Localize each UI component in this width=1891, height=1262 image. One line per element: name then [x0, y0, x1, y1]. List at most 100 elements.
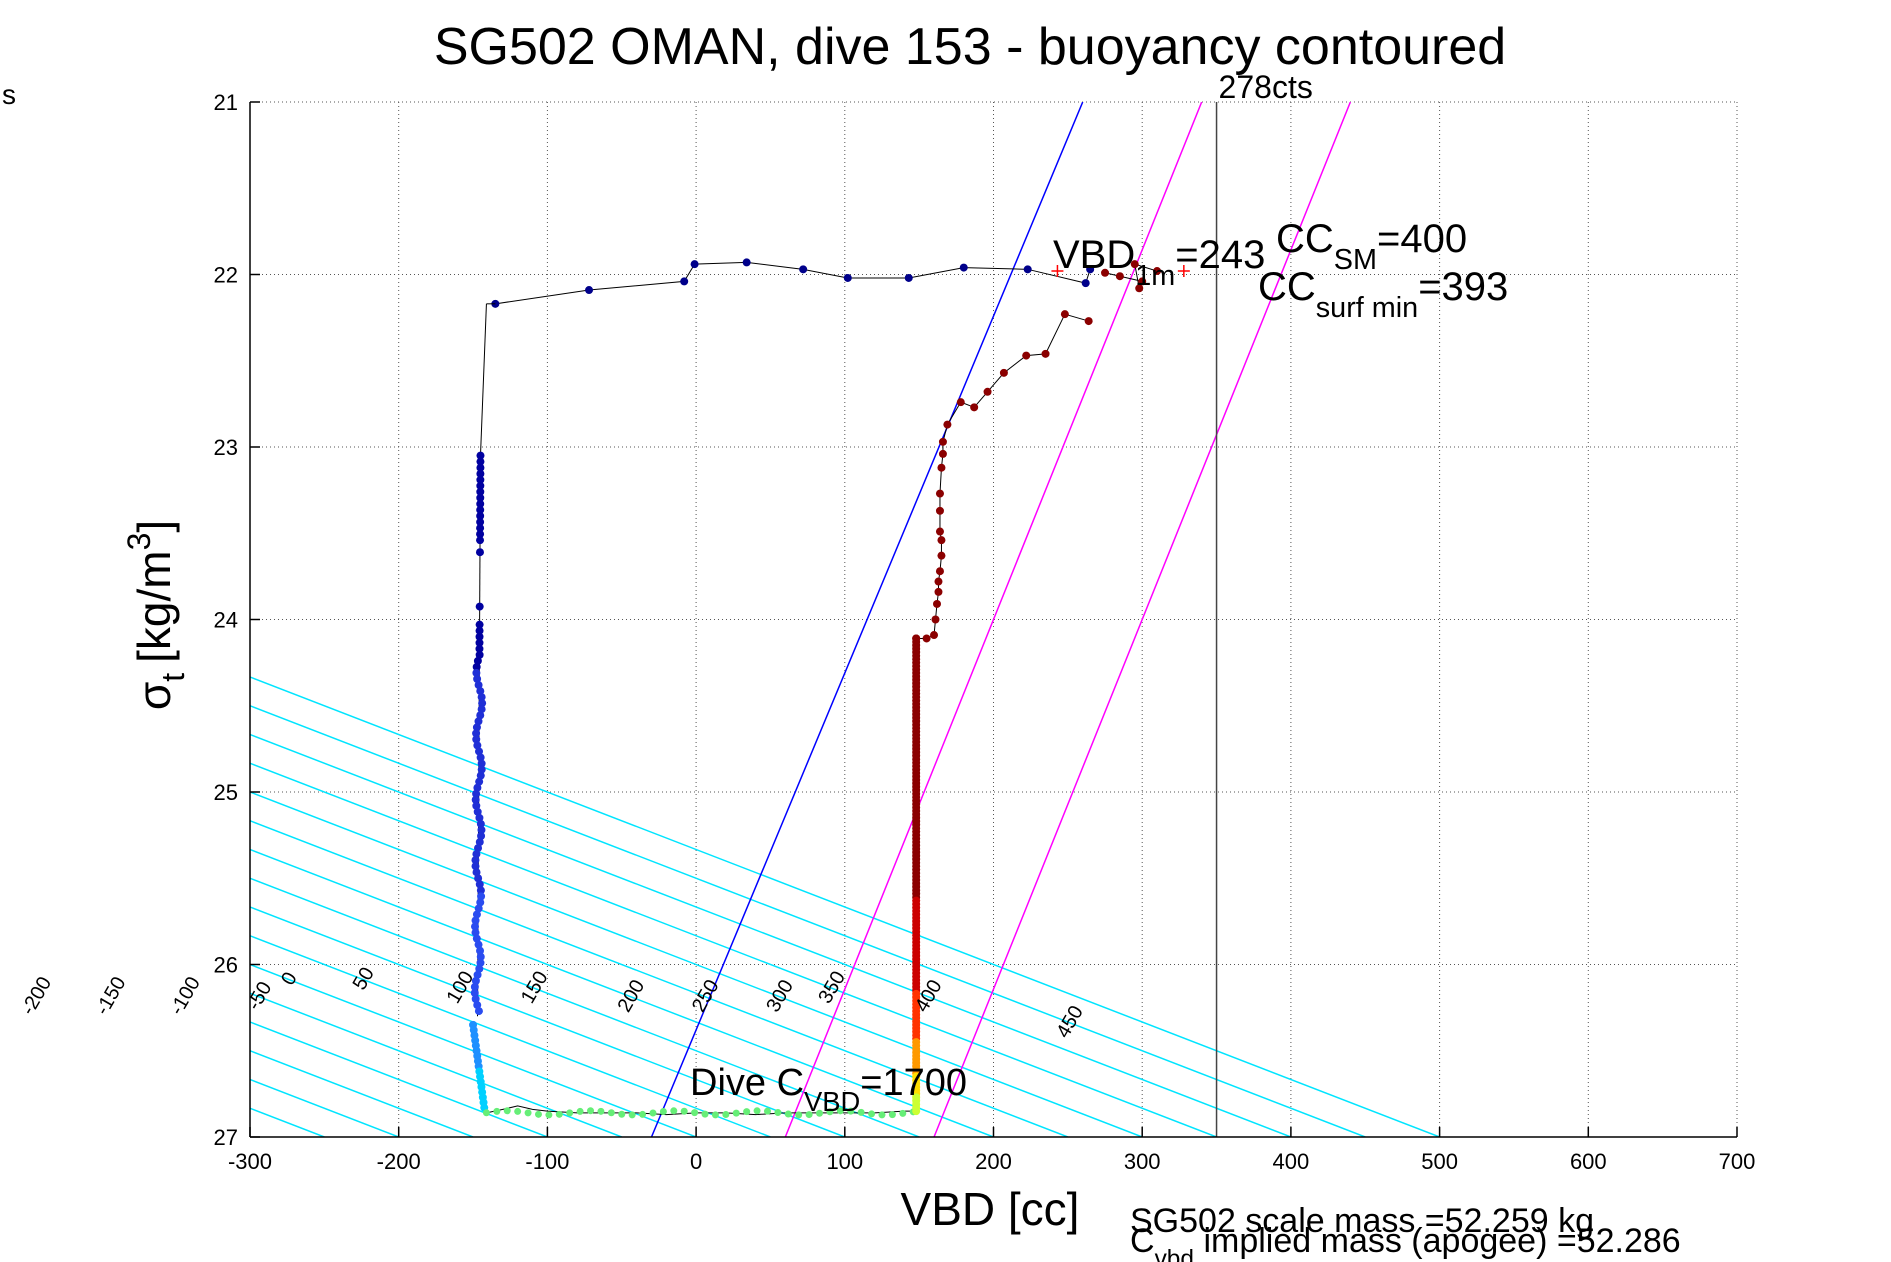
- descent-point: [476, 548, 484, 556]
- bottom-point: [670, 1107, 677, 1114]
- x-tick-label: -200: [377, 1149, 421, 1174]
- bottom-point: [649, 1110, 656, 1117]
- series-point: [930, 631, 938, 639]
- series-point: [943, 421, 951, 429]
- series-point: [937, 464, 945, 472]
- series-point: [1022, 352, 1030, 360]
- bottom-point: [868, 1110, 875, 1117]
- cc-surf-min-annotation: CCsurf min=393: [1258, 265, 1508, 324]
- bottom-point: [743, 1108, 750, 1115]
- series-point: [905, 274, 913, 282]
- bottom-point: [587, 1107, 594, 1114]
- series-line: [916, 314, 1088, 638]
- x-tick-label: 0: [690, 1149, 702, 1174]
- bottom-point: [629, 1111, 636, 1118]
- contour-line: [0, 102, 27, 1137]
- series-point: [934, 578, 942, 586]
- series-point: [691, 260, 699, 268]
- bottom-point: [514, 1108, 521, 1115]
- annotations: 278ctsVBD1m=243 CCSM=400CCsurf min=393Div…: [690, 69, 1681, 1262]
- implied-mass-text: Cvbd implied mass (apogee) =52.286: [1130, 1222, 1681, 1262]
- contour-label: 250: [688, 976, 724, 1016]
- x-tick-label: 100: [826, 1149, 863, 1174]
- series-point: [936, 567, 944, 575]
- contour-label: -50: [243, 978, 277, 1014]
- descent-point: [476, 536, 484, 544]
- bottom-point: [597, 1108, 604, 1115]
- descent-point: [476, 603, 484, 611]
- contour-label: 200: [614, 976, 650, 1016]
- vertical-line-label: 278cts: [1219, 69, 1313, 105]
- bottom-point: [556, 1111, 563, 1118]
- contour-label: -200: [17, 973, 56, 1019]
- contour-label: 0: [277, 968, 302, 989]
- y-tick-label: 23: [214, 435, 238, 460]
- bottom-point: [577, 1108, 584, 1115]
- series-point: [1042, 350, 1050, 358]
- bottom-point: [566, 1109, 573, 1116]
- series-point: [933, 600, 941, 608]
- x-axis-label: VBD [cc]: [901, 1183, 1080, 1235]
- x-tick-label: 700: [1719, 1149, 1756, 1174]
- series-point: [934, 588, 942, 596]
- bottom-point: [483, 1109, 490, 1116]
- contour-label: 350: [814, 967, 850, 1007]
- bottom-point: [878, 1111, 885, 1118]
- x-tick-label: -300: [228, 1149, 272, 1174]
- series-point: [844, 274, 852, 282]
- series-point: [939, 450, 947, 458]
- y-axis-label: σt [kg/m3]: [121, 520, 191, 710]
- y-label-symbol: σ: [128, 682, 180, 710]
- svg-text:σt[kg/m3]: σt [kg/m3]: [121, 520, 191, 710]
- series-point: [680, 277, 688, 285]
- y-tick-label: 21: [214, 90, 238, 115]
- bottom-point: [525, 1109, 532, 1116]
- y-tick-label: 24: [214, 608, 238, 633]
- bottom-point: [712, 1111, 719, 1118]
- bottom-point: [774, 1109, 781, 1116]
- bottom-point: [702, 1111, 709, 1118]
- bottom-point: [535, 1111, 542, 1118]
- bottom-point: [691, 1109, 698, 1116]
- series-point: [936, 507, 944, 515]
- series-point: [932, 616, 940, 624]
- bottom-point: [795, 1111, 802, 1118]
- ascent-point: [912, 1107, 920, 1115]
- bottom-point: [608, 1109, 615, 1116]
- contour-label: 50: [349, 964, 379, 994]
- contour-label: 150: [517, 967, 553, 1007]
- trace-line: [480, 304, 486, 456]
- series-point: [743, 258, 751, 266]
- series-point: [1061, 310, 1069, 318]
- y-tick-label: 26: [214, 953, 238, 978]
- y-label-sup: 3: [121, 533, 157, 551]
- x-tick-label: 500: [1421, 1149, 1458, 1174]
- bottom-point: [733, 1110, 740, 1117]
- bottom-point: [899, 1110, 906, 1117]
- bottom-point: [660, 1108, 667, 1115]
- bottom-point: [504, 1107, 511, 1114]
- bottom-point: [681, 1108, 688, 1115]
- descent-point: [475, 1007, 483, 1015]
- series-point: [1085, 317, 1093, 325]
- x-tick-label: 300: [1124, 1149, 1161, 1174]
- bottom-point: [639, 1111, 646, 1118]
- contour-label: -150: [91, 973, 130, 1019]
- x-tick-label: 400: [1273, 1149, 1310, 1174]
- contour-label: 300: [762, 976, 798, 1016]
- y-label-units: [kg/m: [128, 550, 180, 662]
- series-point: [1082, 279, 1090, 287]
- y-label-sub: t: [155, 673, 191, 682]
- series-point: [923, 634, 931, 642]
- x-tick-label: 600: [1570, 1149, 1607, 1174]
- series-point: [799, 265, 807, 273]
- bottom-point: [764, 1108, 771, 1115]
- dive-cvbd-annotation: Dive CVBD=1700: [690, 1062, 967, 1117]
- chart-title: SG502 OMAN, dive 153 - buoyancy contoure…: [434, 18, 1506, 76]
- series-point: [960, 264, 968, 272]
- x-tick-label: 200: [975, 1149, 1012, 1174]
- bottom-point: [889, 1111, 896, 1118]
- series-point: [939, 438, 947, 446]
- series-point: [936, 490, 944, 498]
- series-point: [937, 536, 945, 544]
